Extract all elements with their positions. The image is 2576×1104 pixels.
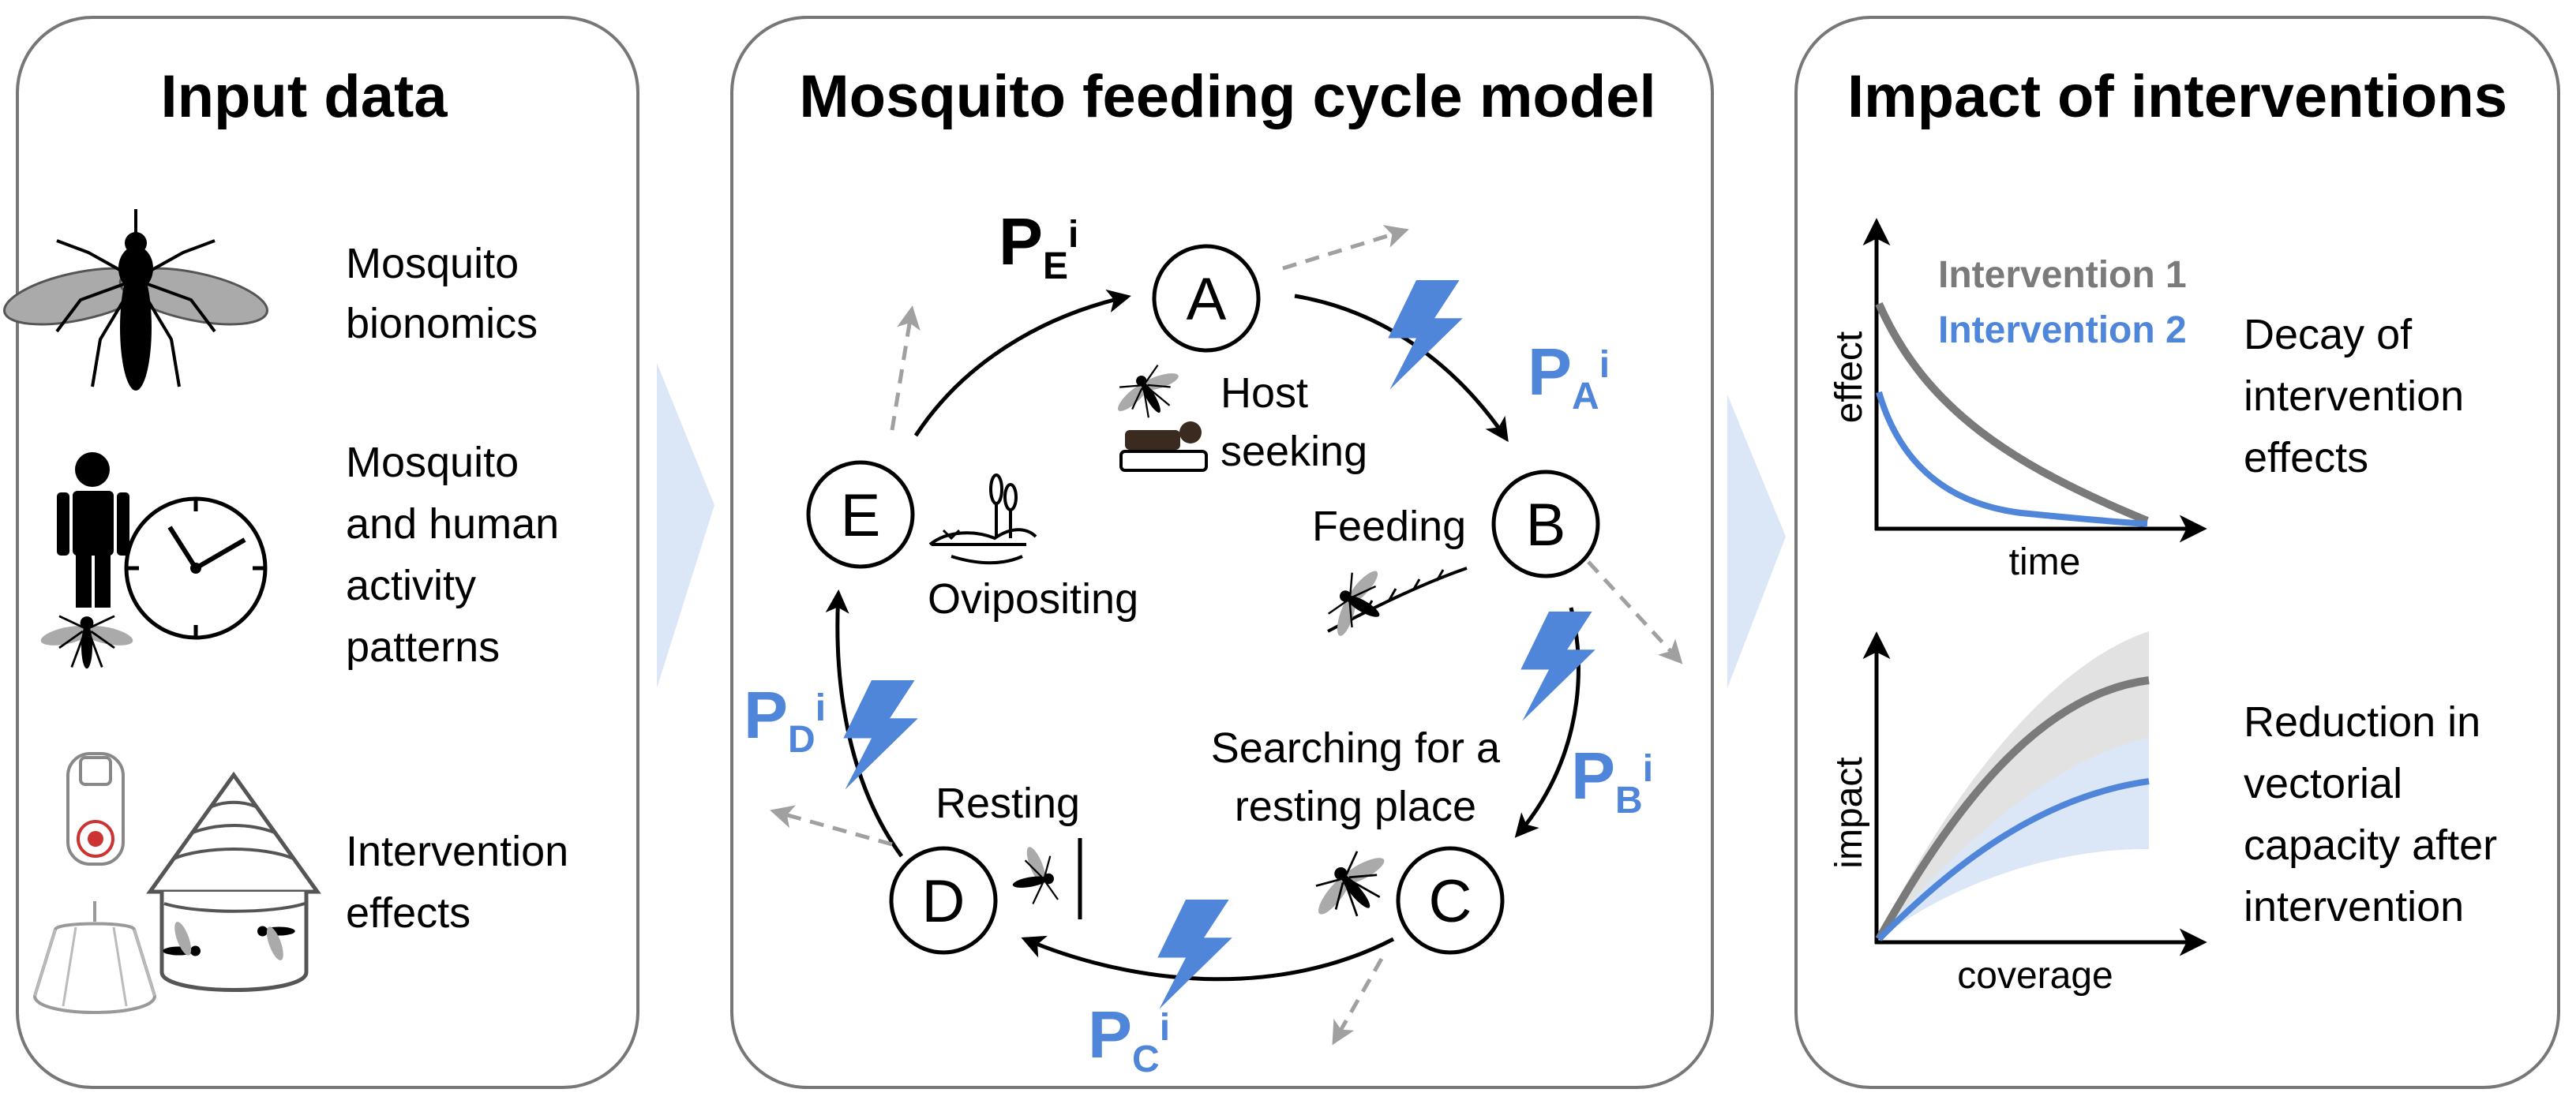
node-d: D <box>889 846 998 955</box>
stage-searching-line-1: Searching for a <box>1211 724 1501 772</box>
reduction-label-line-2: vectorial <box>2244 760 2402 807</box>
node-b: B <box>1491 470 1600 578</box>
node-c: C <box>1396 846 1505 955</box>
panel-input: Input data Mosquito bionomics <box>3 16 639 1089</box>
decay-chart-xlabel: time <box>2009 541 2081 583</box>
input-item-3-line-1: Intervention <box>346 828 568 875</box>
input-item-1-line-2: bionomics <box>346 300 538 347</box>
svg-text:PCi: PCi <box>1088 997 1170 1080</box>
reduction-band-intervention-2 <box>1877 738 2149 941</box>
mosquito-icon <box>3 209 268 391</box>
reduction-curve-intervention-1 <box>1875 676 2150 941</box>
panel-input-title: Input data <box>160 63 448 130</box>
house-net-spray-icon <box>32 752 321 1014</box>
arrow-c-to-d <box>1021 935 1395 982</box>
prob-e: PEi <box>999 204 1078 287</box>
reduction-label-line-4: intervention <box>2244 883 2464 930</box>
panel-model: Mosquito feeding cycle model A B <box>730 16 1714 1089</box>
input-item-1-line-1: Mosquito <box>346 240 519 287</box>
legend-intervention-2: Intervention 2 <box>1938 309 2187 351</box>
reduction-label-line-3: capacity after <box>2244 821 2497 869</box>
resting-icon <box>1012 838 1082 919</box>
feeding-icon <box>1327 567 1468 636</box>
cycle-arrows <box>825 289 1580 982</box>
exit-arrow-e <box>890 305 921 431</box>
stage-host-line-2: seeking <box>1221 428 1367 475</box>
svg-text:PEi: PEi <box>999 204 1078 287</box>
input-item-2-line-4: patterns <box>346 623 500 671</box>
decay-curve-intervention-2 <box>1876 391 2148 527</box>
chevron-arrow-1 <box>657 363 714 688</box>
prob-b: PBi <box>1571 739 1653 821</box>
input-item-2-line-3: activity <box>346 562 476 609</box>
exit-arrow-d <box>770 805 893 847</box>
arrow-e-to-a <box>913 289 1131 437</box>
prob-a: PAi <box>1528 335 1610 417</box>
stage-ovipositing: Ovipositing <box>928 575 1138 623</box>
decay-chart-ylabel: effect <box>1828 331 1870 424</box>
node-d-label: D <box>922 868 966 935</box>
panel-model-title: Mosquito feeding cycle model <box>799 63 1655 130</box>
panel-impact: Impact of interventions Intervention 1 I… <box>1794 16 2560 1089</box>
node-a-label: A <box>1187 266 1227 333</box>
arrow-b-to-c <box>1514 607 1580 838</box>
decay-label-line-2: intervention <box>2244 372 2464 420</box>
panel-impact-title: Impact of interventions <box>1847 63 2507 130</box>
reduction-label-line-1: Reduction in <box>2244 698 2480 746</box>
reduction-chart: coverage impact <box>1828 631 2207 997</box>
svg-text:PBi: PBi <box>1571 739 1653 821</box>
decay-label-line-1: Decay of <box>2244 311 2413 358</box>
prob-d: PDi <box>744 678 826 761</box>
input-item-2-line-1: Mosquito <box>346 439 519 486</box>
reduction-band-intervention-1 <box>1877 631 2149 941</box>
legend-intervention-1: Intervention 1 <box>1938 254 2187 296</box>
chevron-arrow-2 <box>1727 395 1786 688</box>
stage-resting: Resting <box>936 780 1080 827</box>
stage-searching-line-2: resting place <box>1235 783 1476 830</box>
input-item-2-line-2: and human <box>346 500 559 548</box>
svg-text:PDi: PDi <box>744 678 826 761</box>
searching-icon <box>1315 851 1385 917</box>
node-e-label: E <box>841 482 881 549</box>
node-c-label: C <box>1429 868 1472 935</box>
host-seeking-icon <box>1117 365 1208 472</box>
stage-feeding: Feeding <box>1312 503 1466 550</box>
reduction-chart-xlabel: coverage <box>1957 955 2113 997</box>
reduction-chart-ylabel: impact <box>1828 757 1870 868</box>
node-a: A <box>1152 244 1261 353</box>
svg-text:PAi: PAi <box>1528 335 1610 417</box>
prob-c: PCi <box>1088 997 1170 1080</box>
decay-label-line-3: effects <box>2244 434 2368 481</box>
node-e: E <box>806 460 915 569</box>
decay-chart: Intervention 1 Intervention 2 time effec… <box>1828 218 2207 583</box>
exit-arrows <box>770 225 1683 1046</box>
ovipositing-icon <box>928 473 1037 565</box>
decay-curve-intervention-1 <box>1875 301 2149 525</box>
node-b-label: B <box>1526 492 1566 559</box>
stage-host-line-1: Host <box>1221 369 1308 417</box>
exit-arrow-c <box>1332 957 1384 1046</box>
human-clock-icon <box>40 452 268 669</box>
exit-arrow-a <box>1282 225 1409 271</box>
reduction-curve-intervention-2 <box>1877 778 2150 941</box>
input-item-3-line-2: effects <box>346 889 471 937</box>
